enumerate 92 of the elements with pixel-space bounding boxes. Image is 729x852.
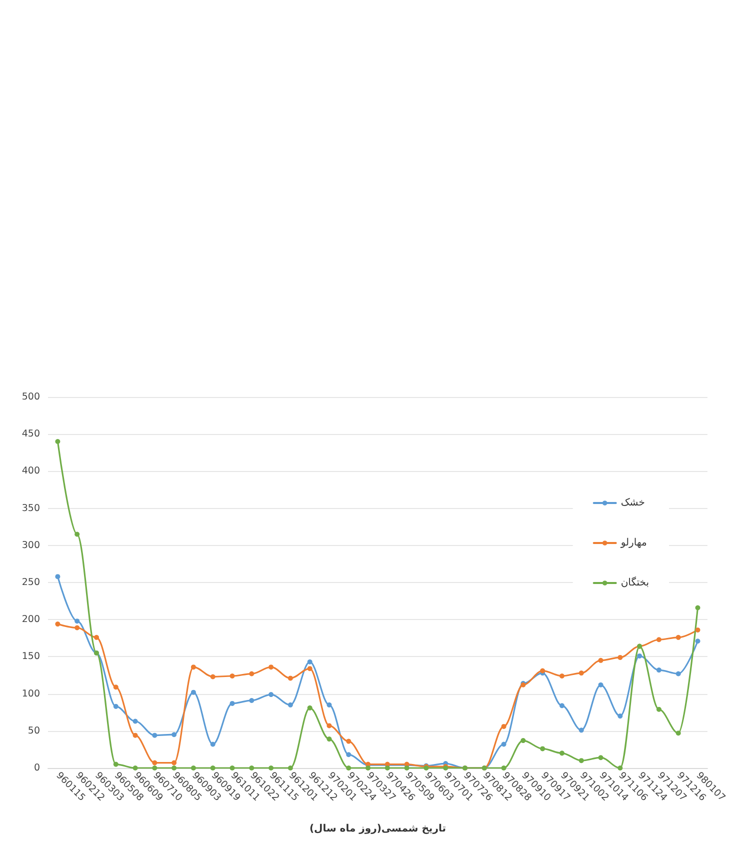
point [288, 676, 293, 681]
point [676, 671, 681, 676]
point [190, 766, 196, 770]
point [578, 758, 584, 764]
y-tick-label: 300 [22, 540, 40, 551]
point [346, 738, 352, 744]
point [559, 750, 564, 756]
point [190, 690, 196, 695]
legend-label: بختگان [620, 576, 650, 588]
point [404, 766, 410, 770]
y-tick-label: 400 [22, 466, 40, 477]
legend-label: خشک [620, 498, 645, 508]
point [598, 658, 604, 663]
point [559, 703, 564, 708]
point [637, 653, 642, 658]
point [268, 766, 274, 770]
point [326, 723, 332, 728]
point [55, 574, 60, 580]
point [210, 742, 216, 747]
point [113, 704, 118, 709]
point [172, 732, 177, 738]
point [249, 698, 254, 703]
y-tick-label: 50 [28, 725, 40, 736]
point [307, 659, 312, 664]
y-tick-label: 450 [22, 428, 40, 440]
point [288, 702, 293, 708]
point [559, 673, 564, 678]
point [74, 532, 80, 537]
point [540, 746, 546, 752]
point [656, 668, 662, 673]
point [695, 638, 700, 644]
point [501, 742, 506, 747]
point [132, 732, 138, 738]
point [152, 760, 158, 766]
point [501, 766, 506, 770]
point [288, 766, 293, 770]
y-tick-label: 150 [22, 651, 40, 662]
point [268, 664, 274, 670]
point [598, 682, 604, 688]
point [94, 634, 99, 640]
legend-label: مهارلو [620, 538, 647, 548]
point [618, 766, 623, 770]
point [172, 760, 177, 766]
point [676, 634, 681, 640]
point [210, 674, 216, 680]
point [520, 738, 526, 744]
x-axis-title: تاریخ شمسی(روز ماه سال) [309, 824, 446, 834]
point [249, 766, 254, 770]
point [578, 670, 584, 676]
point [132, 718, 138, 724]
point [55, 439, 60, 444]
y-tick-label: 0 [34, 762, 40, 774]
y-tick-label: 250 [22, 577, 40, 588]
point [230, 766, 235, 770]
point [346, 766, 352, 770]
point [74, 625, 80, 630]
point [132, 766, 138, 770]
point [307, 666, 312, 672]
point [190, 664, 196, 670]
point [656, 706, 662, 712]
point [152, 766, 158, 770]
y-tick-label: 500 [22, 392, 40, 402]
point [249, 671, 254, 676]
point [113, 762, 118, 767]
point [695, 627, 700, 632]
point [598, 755, 604, 760]
point [578, 728, 584, 733]
point [268, 692, 274, 698]
point [384, 766, 390, 770]
y-tick-label: 100 [22, 688, 40, 700]
point [540, 668, 546, 674]
point [326, 736, 332, 742]
point [230, 673, 235, 678]
point [676, 730, 681, 736]
y-tick-label: 350 [22, 502, 40, 514]
point [618, 714, 623, 719]
point [55, 622, 60, 627]
point [172, 766, 177, 770]
point [501, 724, 506, 729]
point [326, 702, 332, 708]
point [695, 605, 700, 610]
point [230, 700, 235, 706]
point [152, 732, 158, 738]
y-tick-label: 200 [22, 614, 40, 626]
point [656, 637, 662, 642]
point [307, 705, 312, 710]
point [366, 766, 371, 770]
point [113, 684, 118, 690]
point [346, 752, 352, 758]
point [210, 766, 216, 770]
point [618, 654, 623, 660]
point [74, 618, 80, 624]
